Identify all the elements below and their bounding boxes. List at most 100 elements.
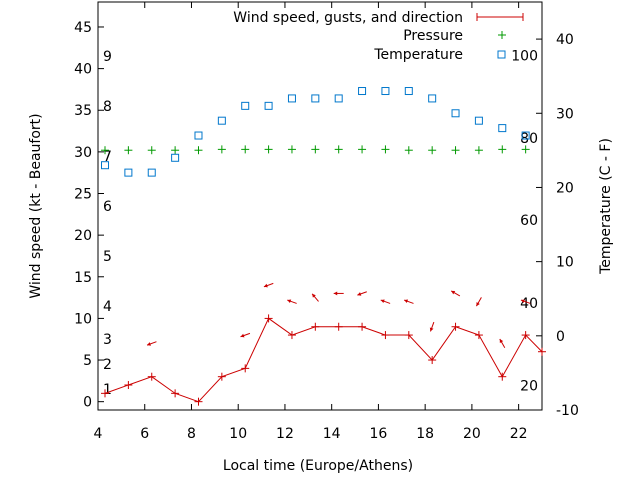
temperature-point — [194, 131, 203, 140]
temperature-point — [404, 87, 413, 96]
wind-speed-point — [147, 372, 156, 381]
right-axis: -10 0 10 20 30 40 — [536, 32, 579, 419]
pressure-point — [334, 145, 343, 154]
temperature-point — [264, 101, 273, 110]
pressure-point — [264, 145, 273, 154]
legend-swatch-temperature — [497, 50, 506, 59]
temperature-point — [451, 109, 460, 118]
wind-direction-arrow — [475, 297, 482, 307]
wind-speed-point — [194, 397, 203, 406]
temperature-point — [124, 168, 133, 177]
pressure-point — [521, 145, 530, 154]
y-axis-title-right: Temperature (C - F) — [598, 138, 614, 275]
pressure-point — [381, 145, 390, 154]
wind-speed-point — [124, 381, 133, 390]
pressure-point — [474, 146, 483, 155]
right-tick-label: 0 — [556, 329, 565, 345]
wind-direction-arrow — [450, 290, 461, 297]
wind-direction-arrow — [287, 299, 297, 304]
wind-direction-arrow — [311, 293, 319, 302]
wind-direction-arrow — [240, 332, 251, 338]
left-tick-label: 0 — [83, 395, 92, 411]
temperature-point — [334, 94, 343, 103]
temperature-point — [241, 101, 250, 110]
legend-swatch-pressure — [498, 31, 506, 39]
pressure-point — [358, 145, 367, 154]
wind-speed-point — [538, 347, 546, 356]
pressure-point — [404, 146, 413, 155]
y-axis-title-left: Wind speed (kt - Beaufort) — [28, 113, 44, 298]
left-tick-label: 25 — [74, 187, 92, 203]
wind-direction-arrow — [403, 299, 414, 304]
left-tick-label: 10 — [74, 311, 92, 327]
x-tick-label: 22 — [510, 426, 528, 442]
wind-direction-arrow — [333, 291, 344, 296]
temperature-point — [171, 153, 180, 162]
wind-direction-arrow — [429, 321, 435, 332]
left-tick-label: 20 — [74, 228, 92, 244]
temperature-point — [287, 94, 296, 103]
pressure-point — [451, 146, 460, 155]
beaufort-label: 1 — [103, 382, 112, 398]
wind-speed-point — [171, 389, 180, 398]
legend-label-temperature: Temperature — [373, 47, 463, 63]
pressure-point — [428, 146, 437, 155]
temperature-point — [521, 131, 530, 140]
pressure-point — [311, 145, 320, 154]
right-tick-label: 30 — [556, 106, 574, 122]
x-tick-label: 4 — [94, 426, 103, 442]
temperature-point — [498, 124, 507, 133]
right-tick-label: 40 — [556, 32, 574, 48]
x-axis: 4 6 8 10 12 14 16 18 20 22 — [94, 2, 528, 442]
pressure-point — [101, 146, 110, 155]
left-tick-label: 45 — [74, 20, 92, 36]
wind-direction-arrow — [263, 282, 274, 288]
left-tick-label: 15 — [74, 270, 92, 286]
pressure-point — [241, 145, 250, 154]
left-tick-label: 40 — [74, 62, 92, 78]
temperature-point — [428, 94, 437, 103]
pressure-point — [498, 145, 507, 154]
temperature-point — [101, 161, 110, 170]
wind-speed-point — [264, 314, 273, 323]
beaufort-label: 6 — [103, 199, 112, 215]
temperature-point — [217, 116, 226, 125]
beaufort-label: 8 — [103, 99, 112, 115]
wind-speed-point — [241, 364, 250, 373]
pressure-point — [287, 145, 296, 154]
x-tick-label: 6 — [140, 426, 149, 442]
beaufort-label: 2 — [103, 357, 112, 373]
right-tick-label: -10 — [556, 403, 579, 419]
legend-label-wind: Wind speed, gusts, and direction — [233, 10, 463, 26]
wind-speed-point — [311, 322, 320, 331]
pressure-point — [124, 146, 133, 155]
legend: Wind speed, gusts, and direction Pressur… — [233, 10, 524, 63]
temperature-point — [147, 168, 156, 177]
pressure-point — [194, 146, 203, 155]
wind-direction-arrow — [146, 341, 157, 346]
wind-speed-point — [217, 372, 226, 381]
fahrenheit-label: 100 — [511, 48, 538, 64]
beaufort-scale: 1 2 3 4 5 6 7 8 9 — [103, 49, 112, 398]
left-tick-label: 30 — [74, 145, 92, 161]
wind-direction-arrow — [499, 338, 506, 348]
x-tick-label: 8 — [187, 426, 196, 442]
fahrenheit-label: 40 — [520, 296, 538, 312]
fahrenheit-label: 60 — [520, 213, 538, 229]
wind-arrows — [146, 282, 531, 348]
wind-direction-arrow — [380, 299, 391, 304]
wind-speed-point — [404, 331, 413, 340]
wind-speed-line — [104, 317, 543, 403]
pressure-point — [147, 146, 156, 155]
beaufort-label: 9 — [103, 49, 112, 65]
left-tick-label: 35 — [74, 103, 92, 119]
x-tick-label: 16 — [370, 426, 388, 442]
legend-label-pressure: Pressure — [403, 28, 463, 44]
beaufort-label: 7 — [103, 149, 112, 165]
wind-speed-point — [381, 331, 390, 340]
pressure-point — [171, 146, 180, 155]
fahrenheit-label: 20 — [520, 379, 538, 395]
wind-speed-point — [451, 322, 460, 331]
right-tick-label: 10 — [556, 255, 574, 271]
